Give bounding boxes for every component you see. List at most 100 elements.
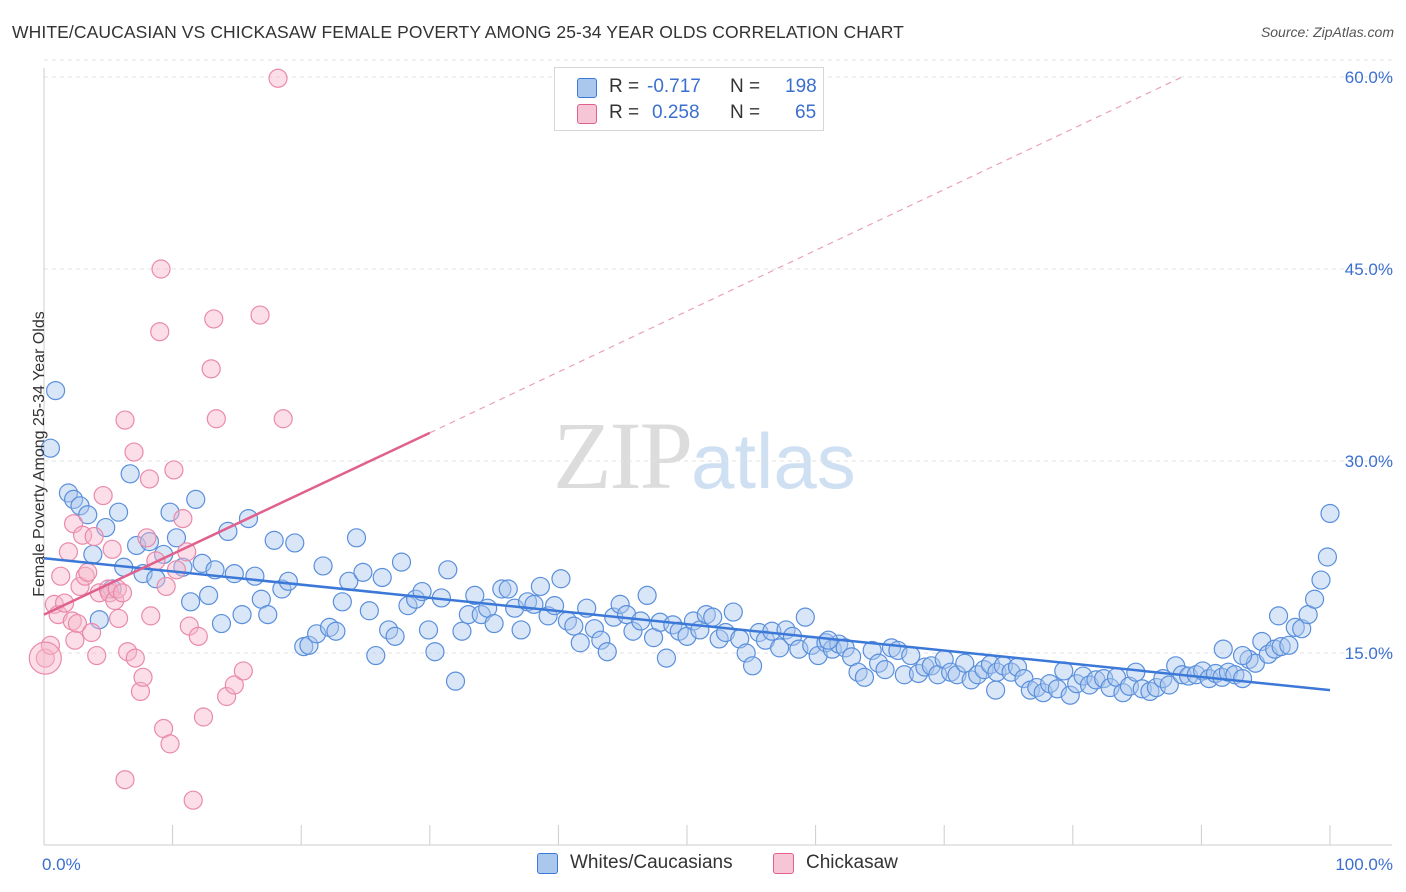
whites-point — [353, 562, 373, 582]
whites-point — [1279, 635, 1299, 655]
legend-n-value: 65 — [795, 102, 817, 123]
whites-point — [425, 642, 445, 662]
chickasaw-point — [65, 630, 85, 650]
chickasaw-point — [141, 606, 161, 626]
correlation-legend: R = -0.717 N = 198 R = 0.258 N = 65 — [554, 67, 824, 131]
x-tick-label-min: 0.0% — [42, 855, 81, 874]
whites-point — [264, 530, 284, 550]
y-tick-label: 30.0% — [1345, 452, 1393, 471]
chickasaw-point — [35, 648, 55, 668]
whites-point — [359, 601, 379, 621]
source-credit: Source: ZipAtlas.com — [1260, 24, 1394, 40]
whites-point — [58, 483, 79, 503]
chickasaw-point — [268, 68, 288, 88]
whites-point — [511, 620, 531, 640]
whites-point — [1060, 685, 1080, 705]
whites-point — [986, 680, 1006, 700]
whites-point — [83, 544, 103, 565]
whites-point — [391, 552, 412, 572]
whites-point — [961, 670, 981, 690]
whites-point — [108, 502, 129, 522]
whites-point — [656, 648, 677, 668]
whites-point — [326, 621, 346, 641]
whites-point — [120, 464, 140, 484]
whites-point — [492, 579, 512, 599]
chickasaw-point-large — [28, 641, 62, 675]
whites-point — [498, 579, 518, 599]
chickasaw-point — [164, 460, 184, 480]
chickasaw-point — [108, 608, 129, 629]
chickasaw-point — [84, 526, 104, 547]
whites-point — [45, 381, 66, 401]
chickasaw-point — [139, 469, 160, 489]
whites-point — [232, 604, 252, 625]
whites-point — [848, 662, 868, 682]
whites-point — [372, 567, 392, 588]
chickasaw-point — [156, 576, 176, 597]
legend-r-label: R = — [609, 102, 640, 123]
whites-point — [278, 571, 298, 591]
whites-point — [126, 535, 147, 556]
bottom-legend-swatch-whites — [537, 853, 558, 874]
y-tick-label: 45.0% — [1345, 260, 1393, 279]
whites-point — [723, 602, 743, 622]
legend-swatch-chickasaw — [577, 104, 597, 124]
whites-point — [610, 594, 630, 614]
whites-point — [332, 592, 352, 612]
y-tick-label: 60.0% — [1345, 68, 1393, 87]
whites-point — [366, 645, 386, 666]
whites-point — [445, 671, 466, 691]
chickasaw-point — [204, 309, 224, 329]
chickasaw-point — [40, 635, 61, 655]
whites-point — [285, 533, 305, 553]
chickasaw-point — [193, 707, 214, 727]
chickasaw-point — [150, 322, 170, 342]
whites-point — [224, 564, 244, 584]
legend-n-value: 198 — [785, 76, 817, 97]
whites-point — [795, 607, 815, 627]
whites-point — [968, 665, 988, 685]
legend-r-value: -0.717 — [647, 76, 701, 97]
y-axis-label: Female Poverty Among 25-34 Year Olds — [31, 311, 48, 597]
whites-point — [584, 619, 605, 639]
chickasaw-point — [115, 770, 135, 790]
chickasaw-point — [224, 675, 244, 695]
bottom-legend-label-whites: Whites/Caucasians — [570, 852, 733, 873]
whites-point — [1132, 679, 1152, 699]
whites-point — [894, 665, 914, 685]
whites-point — [465, 585, 485, 606]
whites-point — [385, 626, 405, 646]
chickasaw-point — [124, 442, 144, 462]
whites-point — [1079, 675, 1100, 695]
whites-point — [245, 566, 265, 586]
whites-point — [703, 607, 723, 627]
whites-point — [272, 579, 292, 599]
whites-point — [40, 438, 61, 458]
chickasaw-point — [273, 409, 293, 429]
x-tick-label-max: 100.0% — [1335, 855, 1393, 874]
chickasaw-trendline-extension — [429, 76, 1183, 434]
legend-n-label: N = — [730, 76, 761, 97]
chickasaw-point — [206, 409, 226, 429]
whites-point — [1232, 645, 1253, 666]
whites-point — [551, 569, 571, 589]
chickasaw-point — [62, 611, 82, 631]
whites-point — [637, 585, 657, 606]
whites-point — [346, 528, 367, 548]
chickasaw-point — [115, 410, 135, 430]
whites-point — [591, 630, 611, 650]
whites-point — [1268, 606, 1289, 626]
whites-point — [299, 635, 319, 655]
chickasaw-point — [67, 613, 88, 634]
whites-point — [1320, 503, 1340, 524]
whites-point — [1311, 570, 1331, 590]
whites-point — [1232, 668, 1253, 689]
whites-point — [1271, 636, 1291, 657]
chickasaw-point — [112, 583, 133, 603]
whites-point — [1317, 547, 1338, 567]
chickasaw-point — [102, 539, 122, 559]
chickasaw-point — [188, 626, 208, 646]
whites-point — [530, 576, 550, 597]
whites-point — [1027, 677, 1047, 698]
